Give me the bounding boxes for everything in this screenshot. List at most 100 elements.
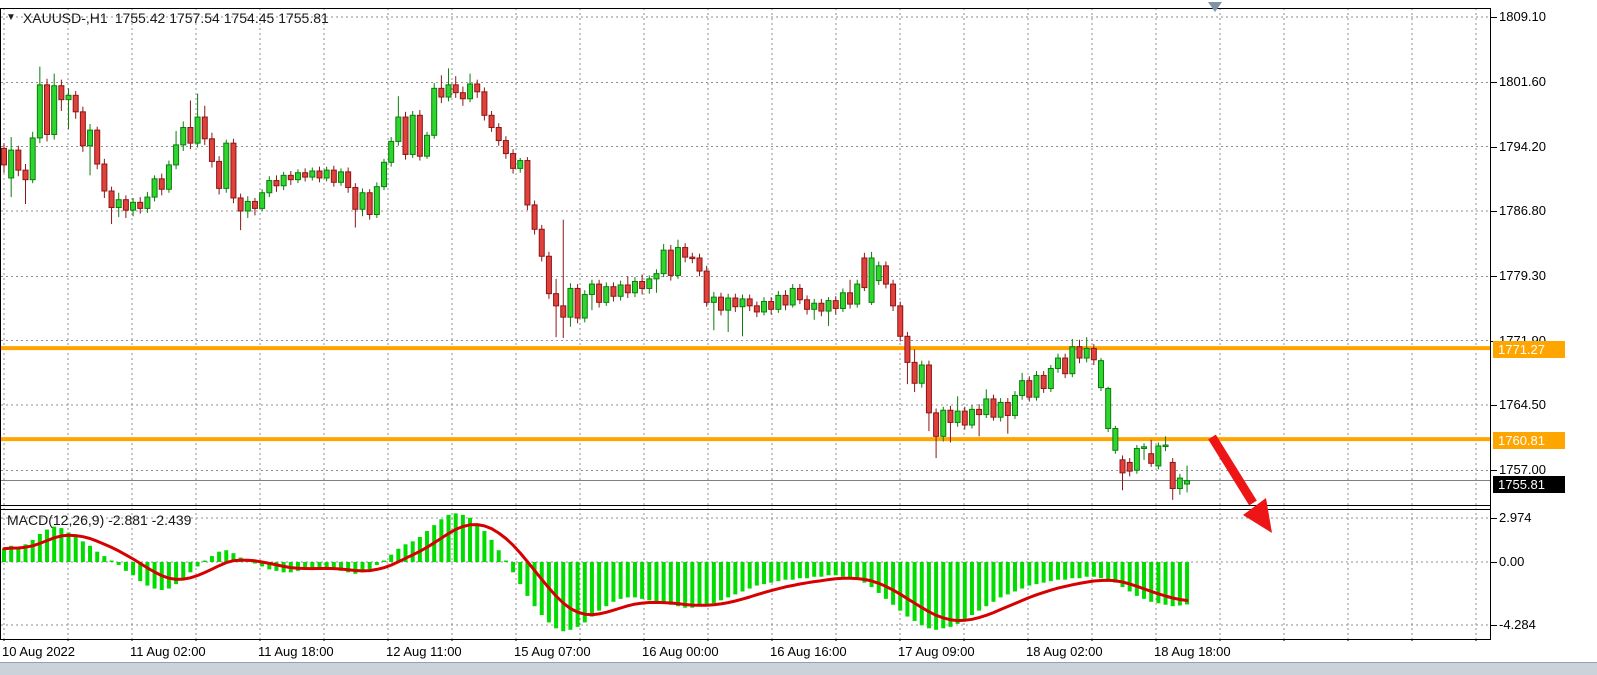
candle-body — [782, 294, 789, 306]
macd-indicator-label: MACD(12,26,9) -2.881 -2.439 — [7, 512, 192, 528]
macd-histogram-bar — [1063, 562, 1068, 580]
macd-histogram-bar — [224, 550, 229, 562]
candle-body — [631, 280, 638, 294]
macd-axis-tick — [1491, 562, 1497, 563]
macd-histogram-bar — [525, 562, 530, 596]
macd-histogram-bar — [1027, 562, 1032, 586]
candle-body — [323, 169, 330, 179]
macd-histogram-bar — [632, 562, 637, 598]
macd-histogram-bar — [231, 553, 236, 562]
candle-body — [1062, 357, 1069, 375]
macd-histogram-bar — [790, 562, 795, 580]
macd-histogram-bar — [1055, 562, 1060, 580]
macd-histogram-bar — [295, 562, 300, 571]
trend-arrow-head[interactable] — [1243, 498, 1272, 533]
candle-body — [431, 87, 438, 136]
time-axis-label: 16 Aug 16:00 — [770, 644, 847, 659]
candle-body — [72, 94, 79, 113]
candle-body — [79, 111, 86, 147]
macd-histogram-bar — [747, 562, 752, 589]
time-axis[interactable]: 10 Aug 2022 11 Aug 02:00 11 Aug 18:00 12 Au… — [0, 641, 1597, 662]
macd-axis-tick — [1491, 625, 1497, 627]
trend-arrow[interactable] — [1208, 434, 1257, 506]
level-price-badge: 1760.81 — [1493, 432, 1565, 450]
candle-body — [201, 116, 208, 140]
candle-body — [467, 83, 474, 100]
time-axis-label: 15 Aug 07:00 — [514, 644, 591, 659]
macd-histogram-bar — [73, 536, 78, 562]
macd-histogram-bar — [776, 562, 781, 582]
macd-histogram-bar — [704, 562, 709, 605]
macd-histogram-bar — [1185, 562, 1190, 605]
macd-histogram-bar — [539, 562, 544, 616]
symbol-dropdown-icon[interactable]: ▼ — [6, 12, 16, 23]
macd-histogram-bar — [102, 556, 107, 562]
candle-body — [1098, 360, 1105, 389]
chart-canvas[interactable] — [0, 8, 1491, 660]
candle-body — [1176, 477, 1183, 490]
candle-body — [567, 287, 574, 318]
price-axis-label: 1757.00 — [1499, 462, 1546, 478]
price-axis[interactable]: 1809.10 1801.60 1794.20 1786.80 1779.30 1771.… — [1491, 0, 1597, 662]
candle-body — [8, 149, 15, 179]
candle-body — [44, 84, 51, 135]
price-axis-label: 1779.30 — [1499, 268, 1546, 284]
candle-body — [1026, 380, 1033, 398]
candle-body — [345, 171, 352, 189]
candle-body — [115, 199, 122, 209]
macd-histogram-bar — [1163, 562, 1168, 605]
candle-body — [639, 280, 646, 289]
macd-histogram-bar — [52, 526, 57, 562]
macd-histogram-bar — [769, 562, 774, 583]
candle-body — [108, 190, 115, 209]
macd-histogram-bar — [604, 562, 609, 607]
macd-histogram-bar — [188, 562, 193, 573]
candle-body — [933, 412, 940, 437]
candle-body — [610, 286, 617, 297]
macd-histogram-bar — [855, 562, 860, 580]
candle-body — [180, 126, 187, 146]
bottom-scrollbar-strip[interactable] — [0, 662, 1597, 675]
candle-body — [22, 169, 29, 181]
candle-body — [151, 178, 158, 198]
macd-axis-label: 0.00 — [1499, 554, 1525, 569]
candle-body — [531, 204, 538, 230]
candle-body — [739, 298, 746, 308]
candle-body — [237, 197, 244, 212]
macd-histogram-bar — [812, 562, 817, 577]
macd-histogram-bar — [783, 562, 788, 580]
macd-histogram-bar — [883, 562, 888, 599]
macd-histogram-bar — [618, 562, 623, 599]
candle-body — [983, 398, 990, 416]
price-axis-tick — [1491, 405, 1497, 407]
candle-body — [818, 302, 825, 312]
candle-body — [352, 187, 359, 210]
macd-histogram-bar — [310, 562, 315, 570]
macd-histogram-bar — [819, 562, 824, 577]
macd-histogram-bar — [797, 562, 802, 579]
macd-histogram-bar — [740, 562, 745, 592]
scroll-position-marker-icon[interactable] — [1208, 2, 1222, 12]
macd-histogram-bar — [396, 548, 401, 562]
candle-body — [1069, 346, 1076, 375]
macd-histogram-bar — [453, 513, 458, 562]
macd-histogram-bar — [37, 533, 42, 562]
candle-body — [947, 409, 954, 423]
price-axis-tick — [1491, 470, 1497, 472]
macd-histogram-bar — [138, 562, 143, 582]
macd-histogram-bar — [833, 562, 838, 576]
candle-body — [861, 257, 868, 289]
macd-histogram-bar — [16, 547, 21, 562]
candle-body — [588, 283, 595, 296]
macd-histogram-bar — [1106, 562, 1111, 580]
candle-body — [259, 192, 266, 209]
candle-body — [173, 144, 180, 166]
price-axis-tick — [1491, 17, 1497, 18]
macd-histogram-bar — [561, 562, 566, 632]
candle-body — [617, 284, 624, 297]
candle-body — [1169, 461, 1176, 490]
time-axis-label: 11 Aug 02:00 — [130, 644, 206, 659]
macd-histogram-bar — [353, 562, 358, 574]
macd-histogram-bar — [984, 562, 989, 607]
